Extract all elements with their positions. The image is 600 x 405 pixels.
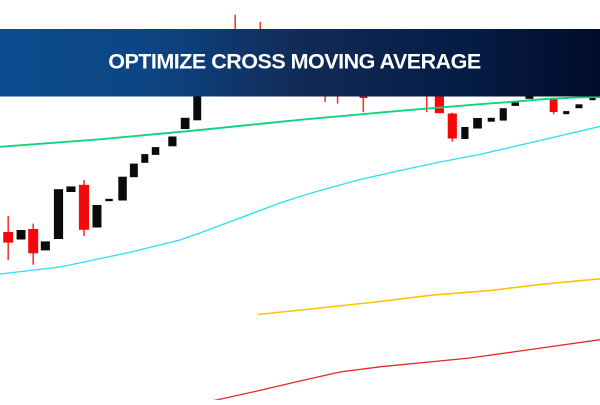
svg-text:OPTIMIZE CROSS MOVING AVERAGE: OPTIMIZE CROSS MOVING AVERAGE — [108, 49, 481, 73]
